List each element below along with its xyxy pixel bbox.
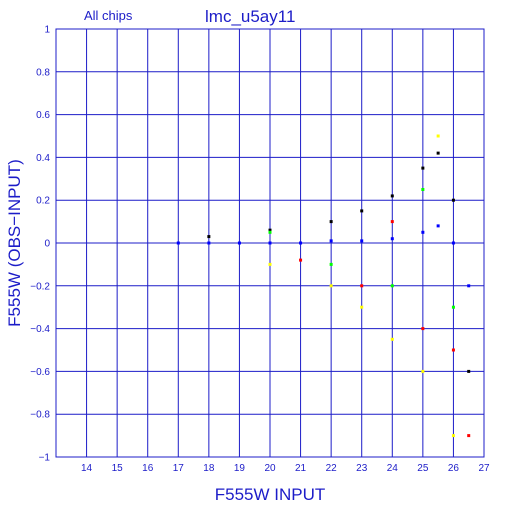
- x-tick-label: 19: [234, 463, 246, 474]
- data-point: [436, 134, 440, 138]
- data-point: [421, 166, 425, 170]
- data-point: [436, 151, 440, 155]
- x-tick-label: 17: [173, 463, 185, 474]
- data-point: [176, 241, 180, 245]
- data-point: [421, 327, 425, 331]
- y-tick-label: 1: [44, 25, 50, 36]
- data-point: [467, 434, 471, 438]
- x-tick-label: 21: [295, 463, 307, 474]
- x-tick-label: 26: [448, 463, 460, 474]
- data-point: [390, 237, 394, 241]
- y-tick-label: −1: [39, 453, 51, 464]
- data-point: [451, 198, 455, 202]
- data-point: [329, 284, 333, 288]
- data-point: [299, 258, 303, 262]
- x-tick-label: 25: [417, 463, 429, 474]
- data-point: [390, 220, 394, 224]
- x-tick-label: 27: [478, 463, 490, 474]
- y-tick-label: 0.8: [36, 67, 50, 78]
- data-points: [176, 134, 471, 438]
- data-point: [268, 228, 272, 232]
- chart-subtitle: All chips: [84, 8, 133, 23]
- x-tick-label: 16: [142, 463, 154, 474]
- data-point: [451, 241, 455, 245]
- y-tick-label: −0.2: [30, 281, 50, 292]
- data-point: [451, 348, 455, 352]
- data-point: [451, 434, 455, 438]
- y-tick-label: 0: [44, 239, 50, 250]
- data-point: [421, 188, 425, 191]
- data-point: [421, 369, 425, 373]
- data-point: [390, 194, 394, 198]
- data-point: [329, 239, 333, 243]
- x-axis-title: F555W INPUT: [215, 485, 326, 504]
- data-point: [237, 241, 241, 245]
- data-point: [390, 337, 394, 341]
- data-point: [268, 230, 272, 234]
- x-tick-label: 20: [264, 463, 276, 474]
- data-point: [390, 284, 394, 288]
- x-tick-label: 23: [356, 463, 368, 474]
- data-point: [329, 262, 333, 266]
- x-tick-label: 14: [81, 463, 93, 474]
- data-point: [360, 284, 364, 288]
- y-tick-label: −0.8: [30, 410, 50, 421]
- tick-labels: 14 15 16 17 18 19 20 21 22 23 24 25 26 27 −1 −0.8 −0.6 −0…: [30, 25, 490, 475]
- y-axis-title: F555W (OBS−INPUT): [5, 159, 24, 327]
- data-point: [207, 241, 211, 245]
- data-point: [268, 241, 272, 245]
- data-point: [268, 262, 272, 266]
- x-tick-label: 15: [112, 463, 124, 474]
- chart-title: lmc_u5ay11: [205, 7, 295, 26]
- y-tick-label: −0.4: [30, 324, 50, 335]
- x-tick-label: 24: [387, 463, 399, 474]
- x-tick-label: 18: [203, 463, 215, 474]
- x-tick-label: 22: [326, 463, 338, 474]
- y-tick-label: −0.6: [30, 367, 50, 378]
- data-point: [360, 305, 364, 309]
- data-point: [329, 220, 333, 224]
- data-point: [421, 230, 425, 234]
- data-point: [467, 284, 471, 288]
- data-point: [360, 239, 364, 243]
- y-tick-label: 0.4: [36, 153, 50, 164]
- data-point: [207, 235, 211, 239]
- data-point: [299, 241, 303, 245]
- y-tick-label: 0.2: [36, 196, 50, 207]
- data-point: [467, 369, 471, 373]
- data-point: [360, 209, 364, 213]
- plot-frame: [55, 28, 485, 458]
- data-point: [451, 305, 455, 309]
- data-point: [436, 224, 440, 228]
- y-tick-label: 0.6: [36, 110, 50, 121]
